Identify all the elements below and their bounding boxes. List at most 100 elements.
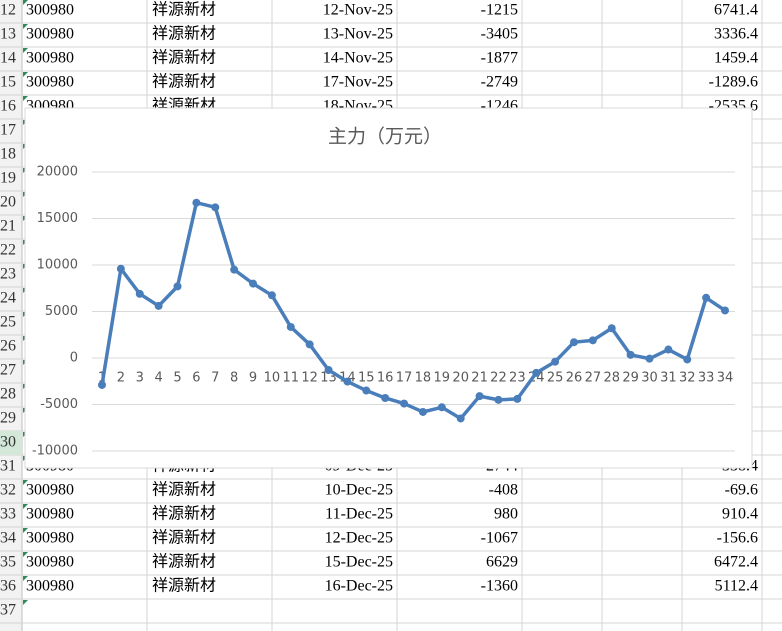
chart-area[interactable] [24,107,753,469]
cell: 300980 [26,554,74,571]
row-number: 12 [0,2,16,19]
x-tick-label: 21 [471,371,488,386]
row-number: 18 [0,146,16,163]
point [532,368,541,377]
x-tick-label: 2 [117,371,125,386]
row-number: 37 [0,602,16,619]
chart[interactable]: 主力（万元） -10000 -5000 0 5000 10000 15000 20000 1 2… [24,107,753,469]
x-tick-label: 30 [641,371,658,386]
cell: 300980 [26,482,74,499]
row-number: 36 [0,578,16,595]
error-indicator [23,528,28,533]
cell: 15-Dec-25 [325,554,393,571]
point [721,306,729,315]
point [98,380,106,389]
row-number: 32 [0,482,16,499]
x-tick-label: 3 [136,371,144,386]
cell: 祥源新材 [152,49,216,67]
error-indicator [23,72,28,77]
row-number: 20 [0,194,16,211]
point [418,407,427,416]
x-tick-label: 18 [415,371,432,386]
point [211,203,220,212]
error-indicator [23,504,28,509]
cell: 300980 [26,506,74,523]
series-line [100,200,726,421]
error-indicator [23,96,28,101]
cell: -408 [489,482,518,499]
x-tick-label: 7 [211,371,219,386]
x-tick-label: 20 [452,371,469,386]
y-tick-label: -5000 [40,397,78,412]
error-indicator [23,600,28,605]
point [513,394,522,403]
cell: -3405 [481,26,518,43]
point [173,282,182,291]
x-tick-label: 23 [509,371,526,386]
row-number: 26 [0,338,16,355]
row-number: 21 [0,218,16,235]
point [116,264,125,273]
point [437,403,446,412]
cell: 12-Dec-25 [325,530,393,547]
cell: 3336.4 [714,26,758,43]
row-number: 24 [0,290,16,307]
point [400,399,409,408]
cell: 14-Nov-25 [323,50,393,67]
row-number: 16 [0,98,16,115]
row-number: 30 [0,434,16,451]
point [702,293,711,302]
error-indicator [23,576,28,581]
cell: 10-Dec-25 [325,482,393,499]
x-tick-label: 22 [490,371,507,386]
row-number: 35 [0,554,16,571]
x-tick-label: 16 [377,371,394,386]
error-indicator [23,552,28,557]
row-number: 27 [0,362,16,379]
cell: 980 [494,506,518,523]
selected-row-header [0,431,22,455]
cell: 13-Nov-25 [323,26,393,43]
x-tick-label: 34 [717,371,734,386]
y-tick-label: 15000 [37,211,78,226]
row-header-bg [0,0,22,631]
cell: 祥源新材 [152,505,216,523]
y-tick-label: -10000 [32,444,78,459]
cell: -1067 [481,530,518,547]
point [362,386,371,395]
cell: 300980 [26,74,74,91]
cell: -1289.6 [709,74,758,91]
x-tick-label: 15 [358,371,375,386]
x-tick-label: 29 [622,371,639,386]
cell: 300980 [26,50,74,67]
point [343,377,352,386]
cell: 300980 [26,530,74,547]
row-number: 34 [0,530,16,547]
x-tick-label: 11 [283,371,300,386]
point [135,289,144,298]
cell: 祥源新材 [152,577,216,595]
cell: -156.6 [717,530,758,547]
point [286,322,295,331]
point [588,336,597,345]
cell: 300980 [26,2,74,19]
cell: 祥源新材 [152,73,216,91]
cell: 祥源新材 [152,25,216,43]
x-tick-label: 32 [679,371,696,386]
cell: 300980 [26,26,74,43]
point [154,301,163,310]
x-tick-label: 12 [301,371,318,386]
point [683,355,692,364]
cell: 300980 [26,578,74,595]
row-number: 19 [0,170,16,187]
x-tick-label: 6 [192,371,200,386]
y-tick-label: 10000 [37,258,78,273]
x-tick-label: 17 [396,371,413,386]
row-number: 22 [0,242,16,259]
cell: -69.6 [725,482,758,499]
x-tick-label: 4 [154,371,162,386]
cell: 祥源新材 [152,529,216,547]
cell: 910.4 [722,506,758,523]
cell: 祥源新材 [152,553,216,571]
